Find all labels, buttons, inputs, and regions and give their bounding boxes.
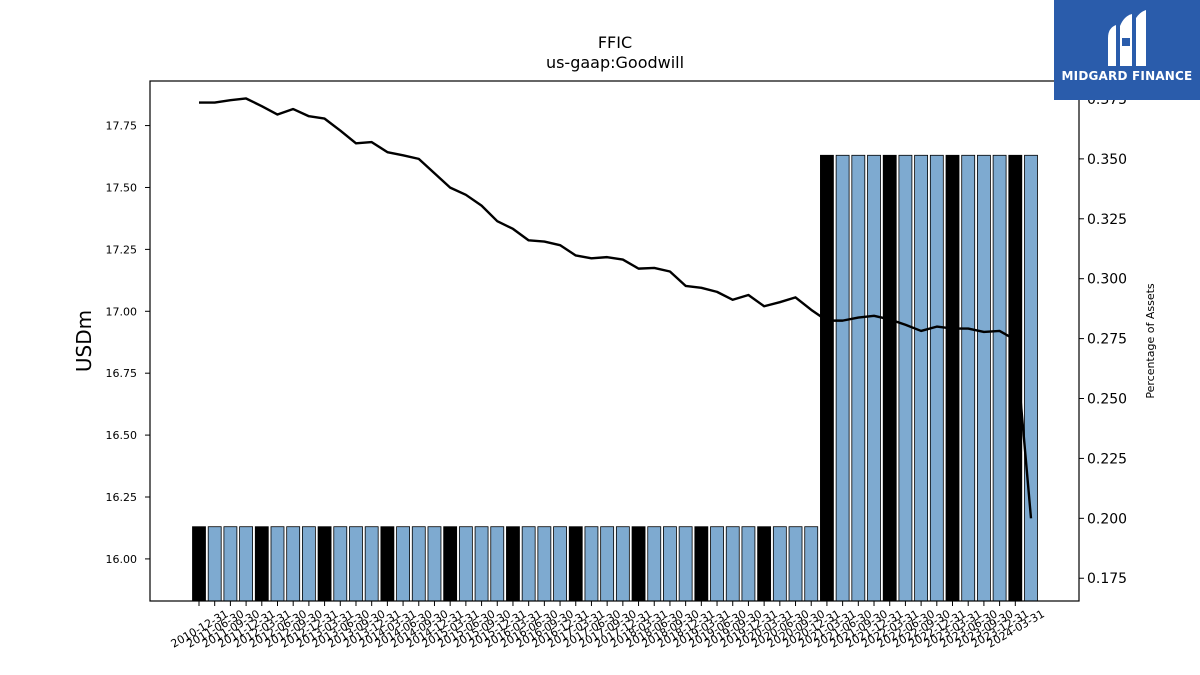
bar-2020-03-31 (772, 526, 787, 602)
bar-2019-06-30 (725, 526, 740, 602)
bar-2015-09-30 (490, 526, 505, 602)
bar-2012-03-31 (270, 526, 285, 602)
bar-2022-06-30 (914, 154, 929, 602)
bar-2013-12-31 (380, 526, 395, 602)
percentage-line (199, 97, 1033, 519)
bar-2019-09-30 (741, 526, 756, 602)
y2-tick-label: 0.275 (1087, 332, 1127, 348)
y2-tick-label: 0.325 (1087, 212, 1127, 228)
bar-2021-03-31 (835, 154, 850, 602)
y-axis-label: USDm (72, 310, 96, 372)
y-tick-label: 16.50 (106, 429, 138, 442)
bar-2021-09-30 (867, 154, 881, 602)
bar-2015-03-31 (458, 526, 473, 602)
bar-2023-06-30 (977, 154, 991, 602)
bar-2013-03-31 (333, 526, 348, 602)
y-tick-label: 17.00 (106, 305, 138, 318)
bar-2019-12-31 (757, 526, 772, 602)
bar-2011-09-30 (239, 526, 253, 602)
y2-tick-label: 0.200 (1087, 511, 1127, 527)
bar-2018-12-31 (694, 526, 709, 602)
bar-2019-03-31 (710, 526, 724, 602)
y-tick-label: 16.00 (106, 553, 138, 566)
bar-2022-12-31 (945, 154, 960, 602)
bar-2013-06-30 (349, 526, 363, 602)
bar-2022-09-30 (929, 154, 944, 602)
bar-2011-06-30 (223, 526, 238, 602)
bar-2017-06-30 (600, 526, 615, 602)
logo-text: MIDGARD FINANCE (1061, 69, 1193, 83)
y2-tick-label: 0.225 (1087, 451, 1127, 467)
bar-2024-03-31 (1024, 154, 1038, 602)
y2-tick-label: 0.300 (1087, 272, 1127, 288)
chart-subtitle: us-gaap:Goodwill (546, 53, 684, 72)
bar-2021-12-31 (882, 154, 897, 602)
y2-tick-label: 0.175 (1087, 571, 1127, 587)
y2-tick-label: 0.250 (1087, 392, 1127, 408)
bar-2020-12-31 (820, 154, 834, 602)
bar-2012-06-30 (286, 526, 301, 602)
bar-2014-12-31 (443, 526, 458, 602)
bar-2017-03-31 (584, 526, 599, 602)
bar-2018-03-31 (647, 526, 662, 602)
bar-2016-06-30 (537, 526, 552, 602)
y-tick-label: 17.25 (106, 243, 138, 256)
bar-2016-12-31 (568, 526, 583, 602)
bar-2022-03-31 (898, 154, 913, 602)
logo-mark-icon (1108, 10, 1146, 66)
bar-2014-09-30 (427, 526, 442, 602)
bar-2018-09-30 (678, 526, 693, 602)
bar-2020-06-30 (788, 526, 803, 602)
bar-2023-03-31 (961, 154, 976, 602)
y-tick-label: 17.75 (106, 120, 138, 133)
bar-2015-06-30 (474, 526, 489, 602)
bar-2018-06-30 (663, 526, 677, 602)
y-tick-label: 16.25 (106, 491, 138, 504)
y2-axis-label: Percentage of Assets (1144, 283, 1157, 399)
bar-2011-12-31 (254, 526, 269, 602)
bar-2013-09-30 (364, 526, 379, 602)
bar-2014-03-31 (396, 526, 410, 602)
y-tick-label: 17.50 (106, 181, 138, 194)
bar-2017-12-31 (631, 526, 646, 602)
bar-2016-09-30 (553, 526, 567, 602)
brand-logo: MIDGARD FINANCE (1054, 0, 1200, 100)
bar-2014-06-30 (411, 526, 426, 602)
y2-tick-label: 0.350 (1087, 152, 1127, 168)
plot-frame (149, 80, 1080, 602)
bar-2015-12-31 (506, 526, 520, 602)
chart-title: FFIC (598, 33, 632, 52)
bar-2017-09-30 (615, 526, 630, 602)
bar-2010-12-31 (192, 526, 206, 602)
bar-2016-03-31 (521, 526, 536, 602)
bar-2021-06-30 (851, 154, 866, 602)
bar-2011-03-31 (207, 526, 222, 602)
y-tick-label: 16.75 (106, 367, 138, 380)
bar-2012-09-30 (301, 526, 316, 602)
bar-2023-09-30 (992, 154, 1007, 602)
bar-2020-09-30 (804, 526, 819, 602)
bar-2012-12-31 (317, 526, 332, 602)
